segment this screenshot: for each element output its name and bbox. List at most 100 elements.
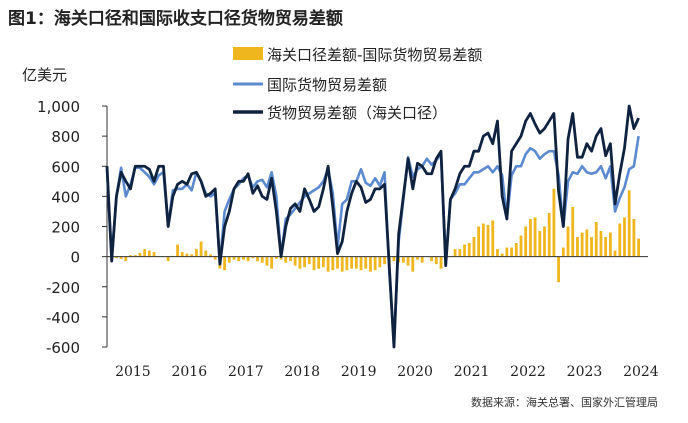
bar	[411, 256, 415, 272]
bar	[204, 250, 208, 257]
bar	[124, 256, 128, 262]
x-tick-label: 2023	[567, 364, 603, 380]
bar	[345, 256, 349, 271]
bar	[599, 231, 603, 257]
bar	[557, 256, 561, 283]
bar	[486, 224, 490, 257]
bar	[576, 237, 579, 257]
customs-goods-line	[105, 104, 640, 349]
bar	[373, 256, 377, 271]
y-tick-label: -400	[46, 309, 80, 327]
y-tick-label: 800	[51, 128, 80, 146]
bar	[293, 256, 297, 266]
figure-title: 图1：海关口径和国际收支口径货物贸易差额	[8, 9, 343, 29]
legend-swatch-bar	[233, 47, 263, 60]
bar	[326, 256, 330, 272]
y-tick-label: 600	[51, 158, 80, 176]
bar	[284, 256, 288, 263]
bar	[420, 256, 424, 263]
bar	[590, 237, 593, 257]
y-tick-label: 0	[70, 249, 80, 267]
bar	[256, 256, 259, 262]
bar	[434, 256, 438, 265]
bar	[505, 247, 509, 257]
bar	[274, 256, 278, 259]
bar	[232, 256, 236, 260]
bar	[246, 256, 250, 262]
bar	[561, 247, 565, 257]
bar	[481, 223, 485, 257]
bar	[618, 223, 622, 257]
bar	[147, 250, 151, 257]
y-tick-label: -200	[46, 279, 80, 297]
x-tick-label: 2021	[454, 364, 490, 380]
bar	[547, 212, 551, 257]
bar	[289, 256, 292, 262]
bar	[143, 249, 147, 257]
bar	[129, 255, 132, 257]
bar	[608, 232, 612, 257]
bar	[453, 249, 457, 257]
bar	[416, 256, 419, 260]
bar	[604, 237, 608, 257]
bar	[359, 256, 363, 271]
bar	[496, 249, 499, 257]
y-tick-label: -600	[46, 339, 80, 357]
bar	[538, 231, 542, 257]
bar	[279, 256, 283, 260]
x-tick-label: 2024	[623, 364, 659, 380]
bar	[533, 217, 537, 257]
bar	[472, 237, 476, 257]
bar	[430, 256, 433, 262]
bar	[401, 256, 405, 263]
bar	[500, 253, 504, 257]
bar	[627, 190, 631, 257]
bar	[138, 252, 142, 257]
bar	[317, 256, 321, 269]
bar	[378, 256, 382, 268]
bar	[613, 250, 617, 257]
bar-series	[105, 188, 640, 283]
bar	[585, 229, 589, 257]
bar	[340, 256, 344, 272]
bar	[312, 256, 316, 271]
bar	[383, 256, 386, 265]
bar	[543, 226, 546, 257]
bar	[594, 221, 598, 257]
bar	[623, 217, 626, 257]
bar	[307, 256, 311, 265]
x-tick-label: 2017	[228, 364, 264, 380]
bar	[265, 256, 269, 266]
axes: 1,000 800 600 400 200 0 -200 -400 -600 2015 2016 20…	[37, 98, 659, 380]
bar	[180, 252, 184, 257]
bar	[190, 254, 194, 257]
bar	[115, 256, 118, 259]
bar	[439, 256, 443, 269]
bar	[354, 256, 358, 269]
bar	[298, 256, 302, 269]
bar	[237, 256, 241, 262]
bar	[199, 241, 203, 257]
legend-label: 国际货物贸易差额	[267, 76, 387, 94]
x-tick-label: 2020	[397, 364, 433, 380]
bar	[392, 256, 396, 262]
legend-label: 货物贸易差额（海关口径）	[267, 104, 447, 122]
bop-goods-line	[105, 135, 640, 346]
bar	[260, 256, 264, 263]
bar	[528, 218, 532, 257]
x-tick-label: 2018	[284, 364, 320, 380]
bar	[251, 256, 255, 259]
bar	[322, 256, 325, 268]
bar	[632, 218, 636, 257]
bar	[242, 256, 245, 260]
y-tick-label: 200	[51, 219, 80, 237]
bar	[194, 249, 198, 257]
bar	[463, 244, 466, 257]
bar	[223, 256, 227, 271]
bar	[336, 256, 339, 269]
y-axis-label: 亿美元	[22, 66, 67, 84]
bar	[227, 256, 231, 263]
